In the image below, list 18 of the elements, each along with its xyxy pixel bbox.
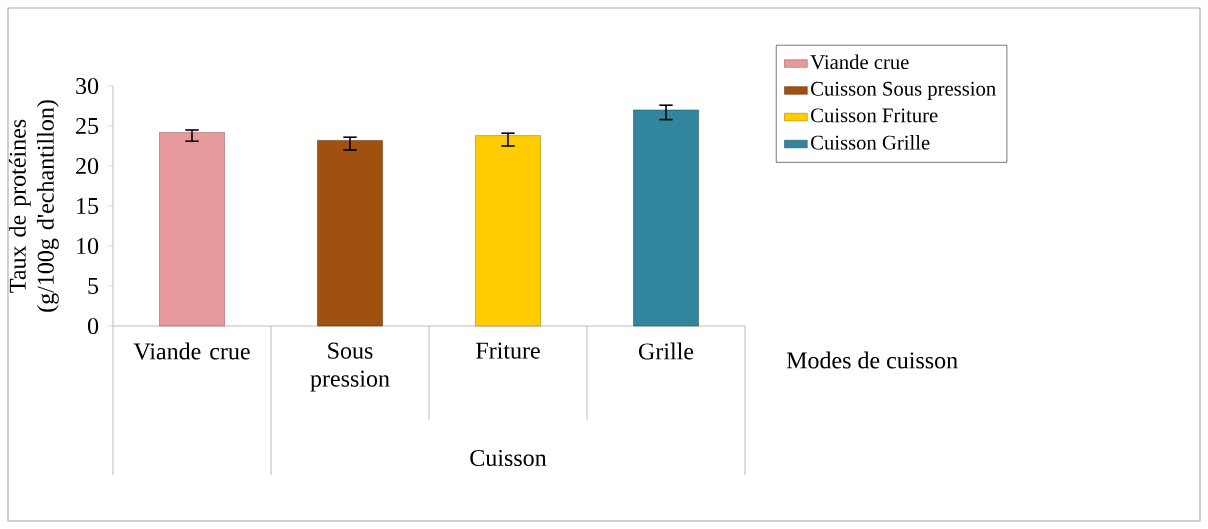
y-tick-label: 10 <box>77 237 99 255</box>
legend-label: Cuisson Sous pression <box>811 81 996 100</box>
text: Cuisson <box>470 449 547 467</box>
y-tick-label: 30 <box>76 77 99 95</box>
y-tick-label: 0 <box>87 317 99 335</box>
legend-label: Viande crue <box>810 54 909 70</box>
x-tick-label: Grille <box>638 342 694 360</box>
x-tick-label: Viande crue <box>133 342 250 360</box>
y-tick-label: 20 <box>76 157 99 175</box>
y-tick-label: 5 <box>88 278 99 294</box>
legend-label: Cuisson Grille <box>811 135 930 150</box>
y-tick-label: 15 <box>77 197 99 215</box>
y-axis-title: Taux de protéines (g/100g d'echantillon) <box>8 100 59 312</box>
x-tick-label: Friture <box>476 342 540 359</box>
legend-label: Cuisson Friture <box>811 108 938 123</box>
x-axis-title: Modes de cuisson <box>786 351 958 369</box>
x-tick-label: Sous pression <box>310 342 390 392</box>
y-tick-label: 25 <box>76 117 99 135</box>
